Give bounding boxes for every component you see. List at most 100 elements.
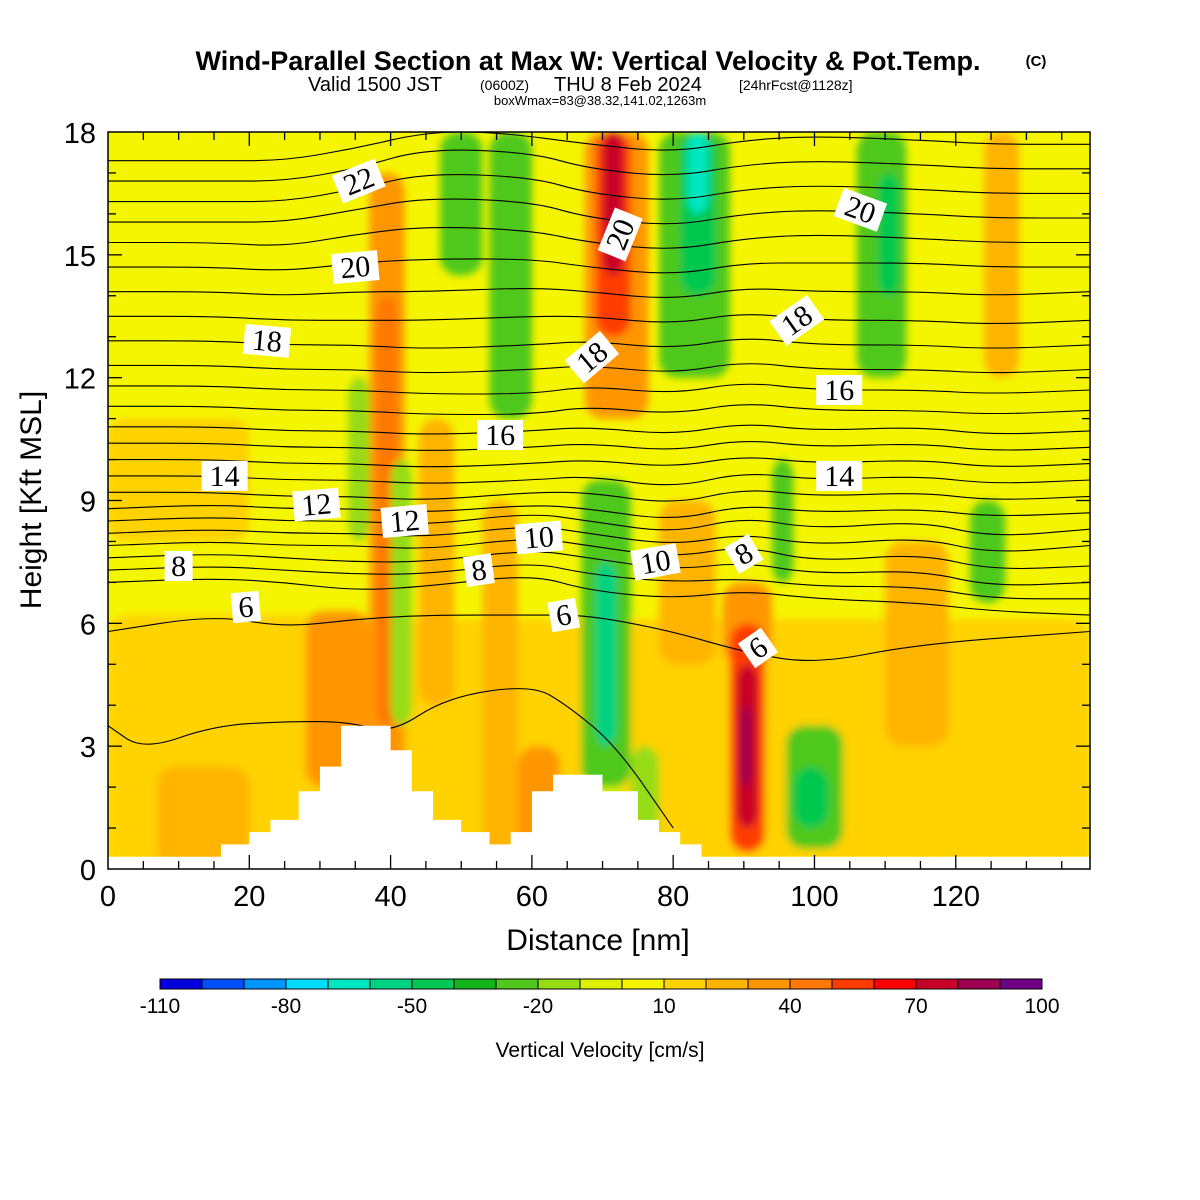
colorbar-swatch bbox=[538, 979, 581, 989]
contour-label-box bbox=[547, 597, 581, 633]
contour-label-text: 6 bbox=[554, 598, 575, 633]
colorbar-tick-label: 40 bbox=[778, 995, 801, 1018]
contour-label: 20 bbox=[833, 187, 888, 232]
isentrope-line bbox=[108, 363, 1090, 374]
x-axis-label: Distance [nm] bbox=[506, 924, 689, 957]
colorbar-tick-label: 100 bbox=[1024, 995, 1059, 1018]
isentrope-line bbox=[108, 226, 1090, 249]
contour-label-box bbox=[477, 420, 524, 450]
contour-label-text: 14 bbox=[824, 460, 854, 493]
terrain-profile bbox=[108, 725, 1090, 869]
contour-label-box bbox=[597, 207, 643, 262]
valid-time-utc: (0600Z) bbox=[480, 77, 529, 93]
velocity-cell bbox=[418, 418, 455, 706]
colorbar-swatch bbox=[790, 979, 833, 989]
contour-label-text: 12 bbox=[388, 504, 421, 539]
isentrope-line bbox=[108, 441, 1090, 451]
colorbar-tick-label: -50 bbox=[397, 995, 427, 1018]
valid-time-local: Valid 1500 JST bbox=[308, 74, 442, 96]
colorbar-frame bbox=[159, 978, 1043, 990]
contour-label: 16 bbox=[816, 374, 863, 407]
box-wmax-info: boxWmax=83@38.32,141.02,1263m bbox=[494, 93, 706, 108]
y-axis-label: Height [Kft MSL] bbox=[15, 391, 48, 609]
contour-label-text: 16 bbox=[824, 374, 854, 407]
colorbar-swatch bbox=[580, 979, 623, 989]
contour-label-text: 20 bbox=[339, 250, 372, 285]
x-tick-label: 100 bbox=[790, 881, 838, 913]
colorbar: -110 -80 -50 -20 10 40 70 100 bbox=[140, 978, 1060, 1018]
x-tick-label: 60 bbox=[516, 881, 548, 913]
x-tick-label: 20 bbox=[233, 881, 265, 913]
y-tick-label: 3 bbox=[80, 732, 96, 764]
velocity-cell bbox=[157, 766, 250, 869]
colorbar-swatch bbox=[370, 979, 413, 989]
contour-label-box bbox=[242, 323, 292, 358]
velocity-cell bbox=[659, 500, 716, 665]
terrain bbox=[108, 725, 1090, 869]
isentrope-line bbox=[108, 514, 1090, 536]
velocity-cell bbox=[772, 459, 794, 583]
contour-label-box bbox=[564, 330, 620, 384]
x-tick-label: 80 bbox=[657, 881, 689, 913]
isentrope-line bbox=[108, 404, 1090, 416]
contour-label-box bbox=[630, 543, 681, 581]
colorbar-tick-label: 10 bbox=[652, 995, 675, 1018]
colorbar-swatch bbox=[454, 979, 497, 989]
colorbar-swatch bbox=[244, 979, 287, 989]
x-tick-label: 120 bbox=[932, 881, 980, 913]
colorbar-tick-label: 70 bbox=[904, 995, 927, 1018]
isentrope-line bbox=[108, 132, 1090, 162]
plot-axes: 0 20 40 60 80 100 120 0 3 6 9 12 15 18 bbox=[64, 118, 1091, 913]
velocity-cell bbox=[969, 500, 1006, 603]
colorbar-tick-label: -110 bbox=[140, 995, 180, 1018]
contour-label-box bbox=[201, 460, 248, 491]
isentrope-line bbox=[108, 577, 1090, 616]
isentrope-line bbox=[108, 424, 1090, 435]
colorbar-swatch bbox=[1000, 979, 1043, 989]
contour-label: 14 bbox=[201, 460, 248, 493]
copyright-mark: (C) bbox=[1026, 53, 1047, 70]
contour-label-text: 10 bbox=[523, 520, 556, 555]
contour-label-box bbox=[164, 551, 193, 581]
colorbar-swatch bbox=[496, 979, 539, 989]
isentrope-line bbox=[108, 149, 1090, 182]
contour-label-text: 16 bbox=[485, 419, 515, 452]
velocity-cell bbox=[489, 132, 532, 419]
isentrope-line bbox=[108, 174, 1090, 203]
isentrope-line bbox=[108, 505, 1090, 519]
y-tick-label: 0 bbox=[80, 855, 96, 887]
contour-label: 16 bbox=[477, 419, 524, 452]
valid-date: THU 8 Feb 2024 bbox=[554, 74, 702, 96]
contour-label-text: 12 bbox=[300, 487, 333, 522]
velocity-cell bbox=[440, 132, 483, 276]
valid-time-line: Valid 1500 JST (0600Z) THU 8 Feb 2024 [2… bbox=[308, 74, 853, 96]
contour-label-text: 18 bbox=[251, 324, 284, 359]
colorbar-swatch bbox=[916, 979, 959, 989]
colorbar-tick-label: -20 bbox=[523, 995, 553, 1018]
colorbar-swatch bbox=[958, 979, 1001, 989]
isentrope-line bbox=[108, 288, 1090, 298]
contour-label-text: 6 bbox=[237, 590, 255, 624]
contour-label-text: 10 bbox=[638, 544, 673, 582]
isentrope-line bbox=[108, 473, 1090, 486]
contour-label-box bbox=[816, 460, 863, 491]
y-tick-label: 18 bbox=[64, 118, 96, 150]
contour-label-text: 8 bbox=[469, 553, 488, 588]
y-tick-label: 15 bbox=[64, 241, 96, 273]
y-tick-label: 12 bbox=[64, 364, 96, 396]
forecast-info: [24hrFcst@1128z] bbox=[739, 77, 853, 93]
velocity-cell bbox=[482, 500, 518, 869]
isentrope-line bbox=[108, 490, 1090, 502]
velocity-cell bbox=[108, 418, 250, 542]
contour-label-box bbox=[462, 553, 495, 587]
velocity-cell bbox=[885, 541, 949, 747]
isentrope-line bbox=[108, 564, 1090, 600]
contour-label: 18 bbox=[242, 323, 292, 359]
contour-label: 6 bbox=[230, 590, 262, 625]
contour-label-box bbox=[816, 375, 863, 405]
contour-label: 20 bbox=[331, 250, 380, 285]
isentrope-line bbox=[108, 314, 1090, 324]
colorbar-swatch bbox=[160, 979, 203, 989]
